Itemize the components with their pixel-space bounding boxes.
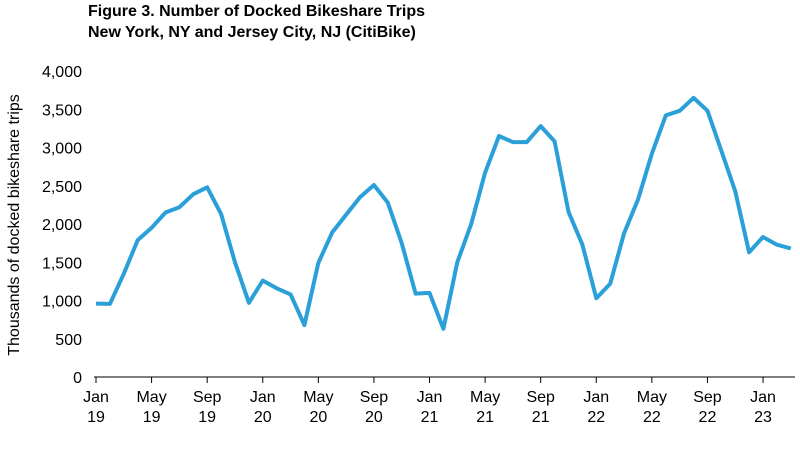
y-tick-label: 1,000 xyxy=(42,294,82,311)
x-tick-label: Jan 23 xyxy=(750,389,776,426)
x-tick-label: Jan 20 xyxy=(250,389,276,426)
x-tick-label: May 21 xyxy=(470,389,500,426)
y-tick-label: 3,500 xyxy=(42,102,82,119)
x-tick-label: Jan 19 xyxy=(83,389,109,426)
x-tick-label: May 19 xyxy=(136,389,166,426)
y-tick-label: 2,500 xyxy=(42,179,82,196)
x-tick-label: May 22 xyxy=(637,389,667,426)
y-tick-label: 4,000 xyxy=(42,64,82,81)
y-tick-label: 500 xyxy=(55,332,82,349)
data-line xyxy=(95,95,792,331)
x-tick-label: Sep 22 xyxy=(693,389,722,426)
chart-subtitle: New York, NY and Jersey City, NJ (CitiBi… xyxy=(88,24,416,41)
x-tick-label: Jan 21 xyxy=(417,389,443,426)
x-tick-label: Sep 19 xyxy=(193,389,222,426)
y-axis-title: Thousands of docked bikeshare trips xyxy=(6,94,23,355)
x-tick-label: Jan 22 xyxy=(583,389,609,426)
y-tick-label: 1,500 xyxy=(42,255,82,272)
x-tick-label: Sep 20 xyxy=(360,389,389,426)
x-tick-label: Sep 21 xyxy=(526,389,555,426)
y-tick-label: 3,000 xyxy=(42,141,82,158)
x-tick-label: May 20 xyxy=(303,389,333,426)
y-tick-label: 2,000 xyxy=(42,217,82,234)
y-tick-label: 0 xyxy=(73,370,82,387)
chart-title: Figure 3. Number of Docked Bikeshare Tri… xyxy=(88,3,425,20)
